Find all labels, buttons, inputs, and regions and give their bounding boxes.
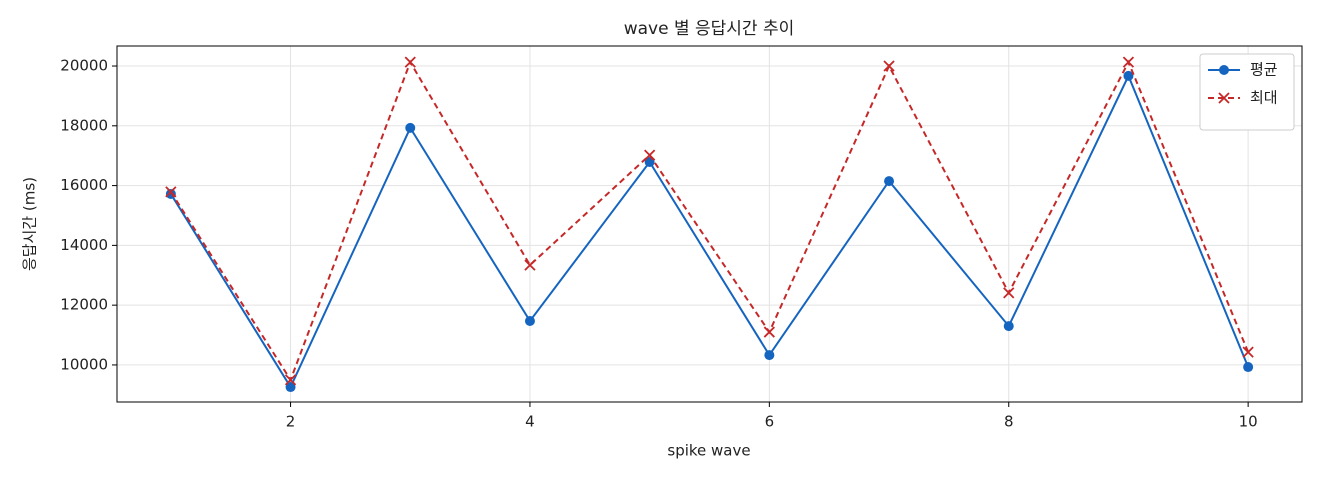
marker — [763, 326, 775, 338]
marker — [884, 176, 895, 187]
marker — [1003, 287, 1015, 299]
chart-title: wave 별 응답시간 추이 — [624, 19, 795, 39]
marker — [524, 315, 535, 326]
legend-frame — [1199, 53, 1295, 131]
x-tick-label: 6 — [765, 413, 775, 431]
marker — [165, 186, 177, 198]
y-tick-label: 14000 — [60, 236, 108, 254]
marker — [644, 149, 656, 161]
legend-label: 최대 — [1250, 89, 1278, 107]
marker — [1243, 362, 1254, 373]
y-tick-label: 10000 — [60, 355, 108, 373]
marker — [284, 374, 297, 386]
series-line — [170, 73, 1250, 390]
marker — [883, 60, 895, 72]
marker — [764, 350, 775, 361]
marker — [165, 188, 176, 199]
marker — [1123, 70, 1134, 81]
y-tick-label: 16000 — [60, 176, 108, 194]
x-tick-label: 2 — [286, 413, 296, 431]
series-line — [170, 59, 1250, 383]
legend-marker — [1219, 65, 1229, 75]
marker — [524, 259, 536, 271]
x-tick-label: 4 — [525, 413, 535, 431]
plot-frame — [116, 45, 1303, 403]
marker — [1242, 346, 1254, 358]
marker — [285, 382, 296, 393]
y-tick-label: 20000 — [60, 57, 108, 75]
y-tick-label: 18000 — [60, 116, 108, 134]
x-axis-label: spike wave — [667, 442, 750, 460]
x-tick-label: 8 — [1004, 413, 1014, 431]
marker — [1122, 56, 1135, 68]
y-tick-label: 12000 — [60, 296, 108, 314]
x-tick-label: 10 — [1239, 413, 1258, 431]
marker — [1003, 321, 1014, 332]
legend-marker — [1218, 92, 1230, 104]
marker — [404, 56, 416, 68]
y-axis-label: 응답시간 (ms) — [21, 177, 39, 271]
legend-label: 평균 — [1250, 61, 1278, 79]
marker — [405, 122, 416, 133]
